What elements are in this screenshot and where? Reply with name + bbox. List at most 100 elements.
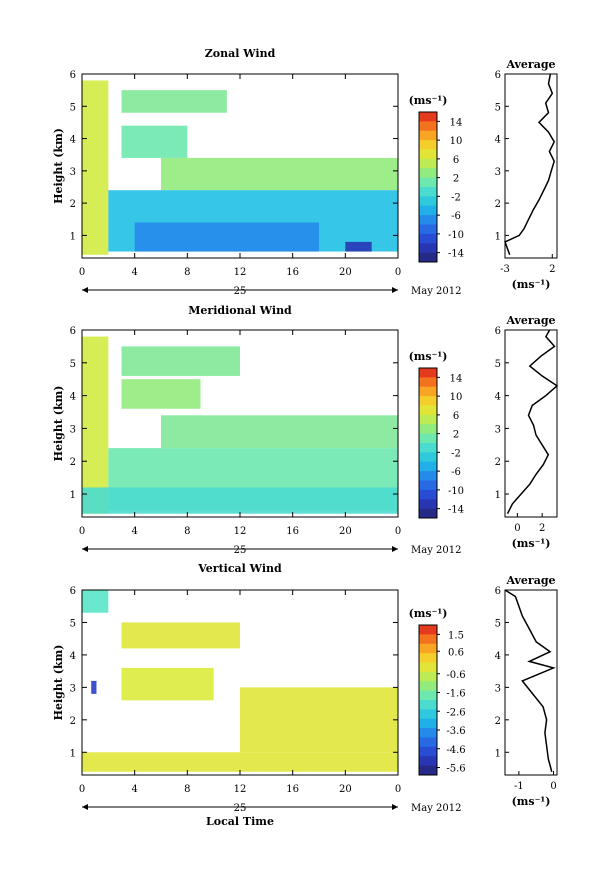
colorbar-segment bbox=[419, 746, 437, 757]
average-y-tick-label: 3 bbox=[495, 683, 501, 694]
colorbar-segment bbox=[419, 224, 437, 235]
heatmap-cells bbox=[82, 80, 398, 255]
x-tick-label: 16 bbox=[286, 526, 299, 537]
colorbar-tick-label: -10 bbox=[448, 230, 464, 241]
colorbar-tick-label: -2 bbox=[451, 448, 461, 459]
x-tick-label: 16 bbox=[286, 267, 299, 278]
colorbar-segment bbox=[419, 424, 437, 435]
x-tick-label: 0 bbox=[79, 526, 85, 537]
average-profile-line bbox=[504, 589, 556, 772]
x-tick-label: 20 bbox=[339, 784, 352, 795]
average-y-tick-label: 5 bbox=[495, 618, 501, 629]
average-title: Average bbox=[505, 574, 555, 587]
date-label: May 2012 bbox=[411, 545, 461, 556]
average-y-tick-label: 3 bbox=[495, 167, 501, 178]
colorbar-segment bbox=[419, 480, 437, 491]
x-tick-label: 20 bbox=[339, 526, 352, 537]
colorbar-segment bbox=[419, 158, 437, 169]
colorbar-tick-label: -2.6 bbox=[446, 707, 465, 718]
heatmap-region-2 bbox=[121, 125, 188, 158]
average-title: Average bbox=[505, 314, 555, 327]
x-tick-label: 20 bbox=[339, 267, 352, 278]
colorbar-tick-label: -10 bbox=[448, 486, 464, 497]
colorbar-segment bbox=[419, 634, 437, 645]
y-tick-label: 6 bbox=[70, 586, 76, 597]
average-profile-line bbox=[506, 329, 559, 515]
x-tick-label: 12 bbox=[234, 267, 247, 278]
average-y-tick-label: 5 bbox=[495, 359, 501, 370]
colorbar-segment bbox=[419, 414, 437, 425]
colorbar-tick-label: 14 bbox=[450, 117, 463, 128]
x-tick-label: 0 bbox=[395, 784, 401, 795]
colorbar-segment bbox=[419, 718, 437, 729]
colorbar-segment bbox=[419, 177, 437, 188]
colorbar-tick-label: 0.6 bbox=[448, 647, 464, 658]
colorbar-segment bbox=[419, 405, 437, 416]
day-bar-arrow-right bbox=[392, 287, 398, 293]
y-tick-label: 5 bbox=[70, 618, 76, 629]
day-label: 25 bbox=[234, 286, 247, 297]
y-tick-label: 5 bbox=[70, 102, 76, 113]
y-tick-label: 6 bbox=[70, 326, 76, 337]
day-bar-arrow-left bbox=[82, 804, 88, 810]
colorbar-tick-label: -4.6 bbox=[446, 745, 465, 756]
colorbar-tick-label: -1.6 bbox=[446, 689, 465, 700]
colorbar-segment bbox=[419, 671, 437, 682]
colorbar-tick-label: 6 bbox=[453, 155, 459, 166]
colorbar-segment bbox=[419, 681, 437, 692]
average-title: Average bbox=[505, 58, 555, 71]
average-x-axis-label: (ms⁻¹) bbox=[512, 537, 551, 550]
colorbar-segment bbox=[419, 112, 437, 122]
colorbar-tick-label: -6 bbox=[451, 467, 461, 478]
average-y-tick-label: 6 bbox=[495, 586, 501, 597]
day-label: 25 bbox=[234, 803, 247, 814]
x-tick-label: 4 bbox=[131, 267, 137, 278]
panel-title: Meridional Wind bbox=[188, 304, 292, 317]
x-tick-label: 8 bbox=[184, 526, 190, 537]
colorbar-frame bbox=[418, 624, 438, 776]
average-x-axis-label: (ms⁻¹) bbox=[512, 278, 551, 291]
average-y-tick-label: 6 bbox=[495, 70, 501, 81]
colorbar-segment bbox=[419, 508, 437, 519]
x-axis-label: Local Time bbox=[206, 815, 274, 828]
y-tick-label: 1 bbox=[70, 490, 76, 501]
x-tick-label: 0 bbox=[395, 526, 401, 537]
colorbar-segment bbox=[419, 489, 437, 500]
colorbar-tick-label: 6 bbox=[453, 411, 459, 422]
colorbar-tick-label: 10 bbox=[450, 136, 463, 147]
average-y-tick-label: 2 bbox=[495, 716, 501, 727]
colorbar-segment bbox=[419, 187, 437, 197]
colorbar-tick-label: -14 bbox=[448, 249, 464, 260]
colorbar-tick-label: 10 bbox=[450, 392, 463, 403]
average-y-tick-label: 4 bbox=[495, 651, 501, 662]
day-bar-arrow-left bbox=[82, 546, 88, 552]
colorbar-segment bbox=[419, 756, 437, 767]
heatmap-cells bbox=[82, 590, 398, 772]
colorbar-segment bbox=[419, 233, 437, 244]
y-tick-label: 2 bbox=[70, 716, 76, 727]
colorbar-tick-label: 1.5 bbox=[448, 630, 464, 641]
heatmap-region-0 bbox=[82, 590, 109, 613]
heatmap-region-1 bbox=[121, 90, 227, 113]
heatmap-region-3 bbox=[161, 415, 398, 449]
average-y-tick-label: 4 bbox=[495, 135, 501, 146]
y-tick-label: 2 bbox=[70, 199, 76, 210]
y-axis-label: Height (km) bbox=[52, 645, 65, 721]
y-tick-label: 4 bbox=[70, 651, 76, 662]
heatmap-region-5 bbox=[82, 487, 398, 514]
day-bar-arrow-right bbox=[392, 804, 398, 810]
y-axis-label: Height (km) bbox=[52, 128, 65, 204]
colorbar-segment bbox=[419, 368, 437, 378]
colorbar-segment bbox=[419, 653, 437, 663]
y-tick-label: 1 bbox=[70, 231, 76, 242]
average-frame bbox=[504, 73, 558, 259]
colorbar-tick-label: -3.6 bbox=[446, 726, 465, 737]
y-tick-label: 4 bbox=[70, 392, 76, 403]
x-tick-label: 16 bbox=[286, 784, 299, 795]
colorbar-segment bbox=[419, 461, 437, 472]
average-frame bbox=[504, 329, 558, 518]
heatmap-region-0 bbox=[82, 80, 109, 255]
colorbar-segment bbox=[419, 700, 437, 710]
heatmap-region-6 bbox=[345, 241, 372, 252]
heatmap-region-3 bbox=[240, 687, 398, 753]
